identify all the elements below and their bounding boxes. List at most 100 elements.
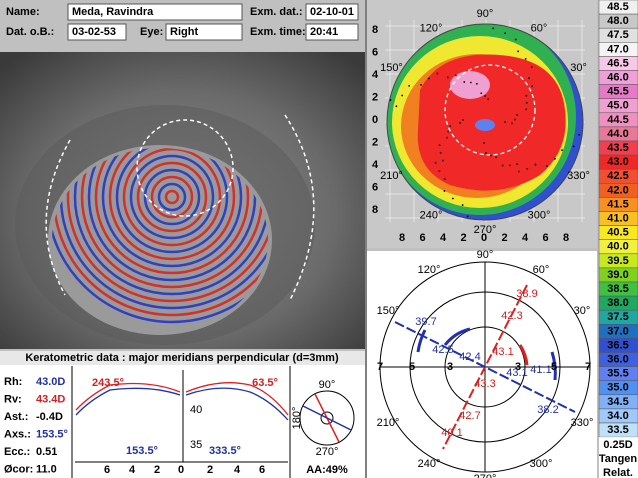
graph-xtick: 4 xyxy=(234,464,241,476)
date-label: Exm. dat.: xyxy=(250,6,303,18)
scale-unit: 0.25D xyxy=(603,439,632,451)
zone-center xyxy=(475,119,495,131)
map-axis-y: 8 xyxy=(372,24,378,36)
scale-value: 37.0 xyxy=(607,325,628,337)
map-angle: 150° xyxy=(380,62,403,74)
map-axis-x: 4 xyxy=(440,232,447,244)
map-dot xyxy=(524,58,527,60)
map-dot xyxy=(480,92,483,95)
ring-label: 5 xyxy=(409,361,415,373)
map-angle: 300° xyxy=(528,209,551,221)
map-dot xyxy=(508,164,511,167)
map-dot xyxy=(466,215,469,218)
map-dot xyxy=(436,72,439,75)
ring-angle: 90° xyxy=(477,249,494,261)
map-dot xyxy=(389,99,392,101)
map-dot xyxy=(517,50,519,53)
scale-value: 36.0 xyxy=(607,353,628,365)
map-dot xyxy=(443,178,446,181)
scale-value: 34.0 xyxy=(607,410,628,422)
scale-value: 35.0 xyxy=(607,382,628,394)
map-dot xyxy=(443,190,446,192)
map-dot xyxy=(463,81,466,83)
map-dot xyxy=(572,145,575,148)
placido-ring xyxy=(94,148,250,275)
scale-value: 46.0 xyxy=(607,71,628,83)
placido-ring xyxy=(73,148,268,296)
time-label: Exm. time: xyxy=(250,26,306,38)
scale-mode: Tangen xyxy=(599,453,638,465)
map-dot xyxy=(462,119,464,121)
scale-value: 40.0 xyxy=(607,241,628,253)
name-value: Meda, Ravindra xyxy=(72,6,154,18)
scale-value: 34.5 xyxy=(607,396,628,408)
date-value: 02-10-01 xyxy=(310,6,354,18)
kerato-row-value: 43.0D xyxy=(36,376,65,388)
map-dot xyxy=(447,130,450,133)
placido-ring xyxy=(157,182,187,212)
map-dot xyxy=(516,163,519,165)
map-dot xyxy=(459,122,461,124)
compass-inner xyxy=(320,411,334,425)
reading: 42.4 xyxy=(459,351,480,363)
steep-left: 243.5° xyxy=(92,377,124,389)
kerato-row-value: 153.5° xyxy=(36,428,68,440)
placido-ring xyxy=(87,148,257,282)
scale-value: 43.0 xyxy=(607,156,628,168)
kerato-row-label: Rh: xyxy=(4,376,22,388)
scale-value: 43.5 xyxy=(607,142,628,154)
ring-arc-blue xyxy=(550,351,557,381)
map-angle: 330° xyxy=(567,170,590,182)
map-axis-x: 2 xyxy=(460,232,466,244)
map-dot xyxy=(495,156,497,159)
map-dot xyxy=(528,77,530,80)
reading: 43.3 xyxy=(474,378,495,390)
ring-angle: 120° xyxy=(418,264,441,276)
graph-xtick: 0 xyxy=(178,464,184,476)
map-dot xyxy=(518,170,520,173)
map-dot xyxy=(504,121,506,123)
map-dot xyxy=(438,144,441,147)
map-dot xyxy=(442,159,444,162)
reading: 41.1 xyxy=(530,364,551,376)
map-axis-x: 4 xyxy=(522,232,529,244)
map-axis-y: 2 xyxy=(372,136,378,148)
aa-value: AA:49% xyxy=(306,464,348,476)
scale-value: 45.0 xyxy=(607,100,628,112)
reading: 42.7 xyxy=(459,410,480,422)
map-axis-x: 0 xyxy=(481,232,487,244)
map-dot xyxy=(461,204,464,206)
map-dot xyxy=(446,136,448,139)
placido-ring xyxy=(108,148,236,261)
kerato-row-value: 11.0 xyxy=(36,463,57,475)
placido-ring xyxy=(122,148,222,247)
map-axis-x: 8 xyxy=(399,232,405,244)
dob-value: 03-02-53 xyxy=(72,26,116,38)
placido-ring xyxy=(143,168,201,226)
reading: 43.1 xyxy=(506,367,527,379)
map-dot xyxy=(438,170,441,173)
scale-value: 38.0 xyxy=(607,297,628,309)
map-angle: 120° xyxy=(420,22,443,34)
graph-ytick: 40 xyxy=(190,404,202,416)
scale-value: 33.5 xyxy=(607,424,628,436)
scale-value: 44.0 xyxy=(607,128,628,140)
scale-value: 45.5 xyxy=(607,86,628,98)
ring-angle: 330° xyxy=(571,417,594,429)
map-axis-y: 0 xyxy=(372,114,378,126)
height-map xyxy=(387,24,583,220)
kerato-row-label: Ecc.: xyxy=(4,446,30,458)
map-dot xyxy=(504,32,506,35)
map-dot xyxy=(401,94,404,97)
scale-value: 47.0 xyxy=(607,43,628,55)
map-dot xyxy=(489,154,492,157)
placido-ring xyxy=(164,189,180,205)
ring-angle: 30° xyxy=(574,305,591,317)
map-dot xyxy=(469,81,472,84)
map-dot xyxy=(526,167,529,170)
placido-ring xyxy=(101,148,243,268)
ring-angle: 270° xyxy=(474,473,497,478)
map-angle: 240° xyxy=(420,209,443,221)
map-dot xyxy=(525,108,528,111)
